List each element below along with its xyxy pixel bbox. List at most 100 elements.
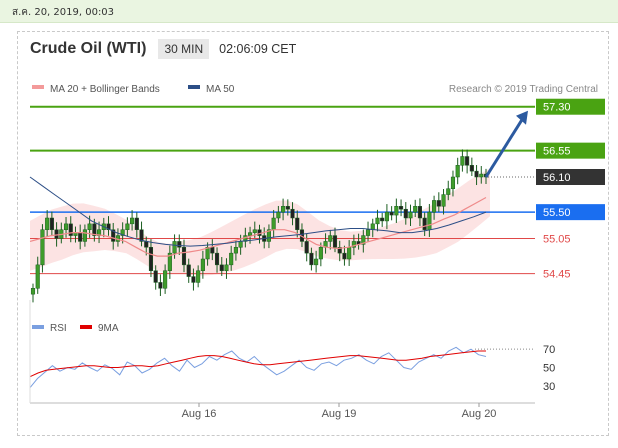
- candle-down: [49, 217, 54, 230]
- candle-up: [432, 200, 437, 213]
- candle-down: [54, 229, 59, 239]
- candle-up: [479, 173, 484, 178]
- chart-title: Crude Oil (WTI): [30, 40, 147, 57]
- candle-up: [82, 229, 87, 242]
- candle-down: [403, 208, 408, 219]
- level-label: 56.10: [543, 172, 571, 184]
- candle-down: [332, 235, 338, 248]
- candle-up: [375, 217, 380, 225]
- level-label-box: [536, 98, 605, 115]
- candle-up: [205, 247, 210, 260]
- candle-down: [422, 217, 427, 230]
- candle-up: [248, 232, 253, 236]
- candle-down: [191, 276, 196, 283]
- support-label: 54.45: [543, 269, 571, 281]
- candle-down: [389, 211, 394, 216]
- candle-down: [111, 229, 116, 242]
- level-label: 55.50: [543, 207, 571, 219]
- support-label: 55.05: [543, 234, 571, 246]
- candle-up: [384, 211, 389, 222]
- candle-up: [238, 241, 243, 248]
- candle-up: [281, 206, 286, 213]
- rsi-tick-label: 50: [543, 363, 555, 375]
- candle-up: [63, 223, 69, 230]
- candle-up: [427, 211, 432, 230]
- candle-up: [361, 235, 366, 245]
- candle-down: [181, 247, 187, 266]
- candle-down: [134, 217, 139, 230]
- candle-up: [252, 229, 257, 233]
- timeframe-badge[interactable]: 30 MIN: [158, 39, 210, 59]
- candle-up: [167, 252, 172, 271]
- main-plot: 57.30 56.55 56.10 55.50 55.05 54.45: [29, 98, 605, 303]
- candle-down: [158, 282, 163, 289]
- candle-up: [394, 206, 399, 216]
- bollinger-band: [30, 168, 490, 276]
- ma50-legend-label: MA 50: [206, 84, 235, 95]
- forecast-arrow-shaft: [484, 118, 524, 178]
- candle-up: [30, 288, 36, 295]
- x-tick-label: Aug 19: [322, 408, 357, 420]
- candle-down: [139, 229, 144, 242]
- candle-up: [35, 264, 40, 289]
- 9ma-line: [29, 350, 486, 378]
- candle-up: [460, 156, 465, 166]
- candle-down: [285, 206, 290, 210]
- candle-up: [455, 165, 460, 178]
- date-bar: ส.ค. 20, 2019, 00:03: [0, 0, 618, 23]
- candle-up: [446, 188, 451, 195]
- candle-up: [45, 217, 50, 230]
- chart-time: 02:06:09 CET: [219, 42, 297, 56]
- candle-up: [40, 229, 45, 266]
- candle-down: [219, 264, 224, 271]
- candle-down: [68, 223, 73, 236]
- candle-down: [148, 247, 154, 271]
- level-label: 57.30: [543, 102, 571, 114]
- rsi-line: [29, 346, 487, 389]
- candle-up: [351, 241, 356, 248]
- candle-down: [186, 264, 191, 277]
- candle-up: [318, 247, 323, 260]
- candle-up: [172, 241, 177, 254]
- candle-up: [271, 217, 276, 230]
- rsi-tick-label: 70: [543, 344, 555, 356]
- candle-up: [196, 270, 201, 283]
- candle-down: [144, 241, 149, 248]
- candle-down: [304, 241, 309, 254]
- candle-down: [78, 232, 83, 242]
- rsi-legend-swatch: [32, 325, 44, 329]
- candle-up: [266, 229, 271, 242]
- candle-up: [328, 235, 333, 242]
- rsi-legend-label: RSI: [50, 323, 67, 334]
- candle-up: [125, 223, 130, 230]
- candle-down: [290, 208, 295, 219]
- candle-down: [342, 252, 347, 260]
- candle-up: [413, 206, 418, 213]
- chart-credit: Research © 2019 Trading Central: [449, 84, 598, 95]
- level-label-box: [536, 169, 605, 185]
- rsi-plot: 30 50 70: [29, 344, 555, 393]
- ma20-line: [29, 196, 487, 257]
- rsi-tick-label: 30: [543, 381, 555, 393]
- candle-down: [106, 223, 111, 230]
- candle-down: [465, 156, 470, 166]
- candle-up: [450, 176, 456, 189]
- forecast-arrow-head: [516, 110, 528, 125]
- candle-down: [469, 165, 474, 172]
- candle-down: [92, 223, 97, 236]
- candle-up: [370, 223, 375, 230]
- candle-down: [474, 170, 479, 178]
- candle-up: [163, 270, 168, 289]
- ma20-legend-label: MA 20 + Bollinger Bands: [50, 84, 160, 95]
- candle-up: [229, 252, 234, 266]
- candle-down: [177, 241, 182, 248]
- x-axis: Aug 16 Aug 19 Aug 20: [29, 300, 535, 420]
- candle-up: [276, 211, 281, 219]
- level-label: 56.55: [543, 146, 571, 158]
- candle-down: [337, 247, 342, 254]
- candle-down: [436, 200, 441, 207]
- 9ma-legend-swatch: [80, 325, 92, 329]
- candle-down: [257, 229, 262, 236]
- candle-up: [120, 229, 125, 236]
